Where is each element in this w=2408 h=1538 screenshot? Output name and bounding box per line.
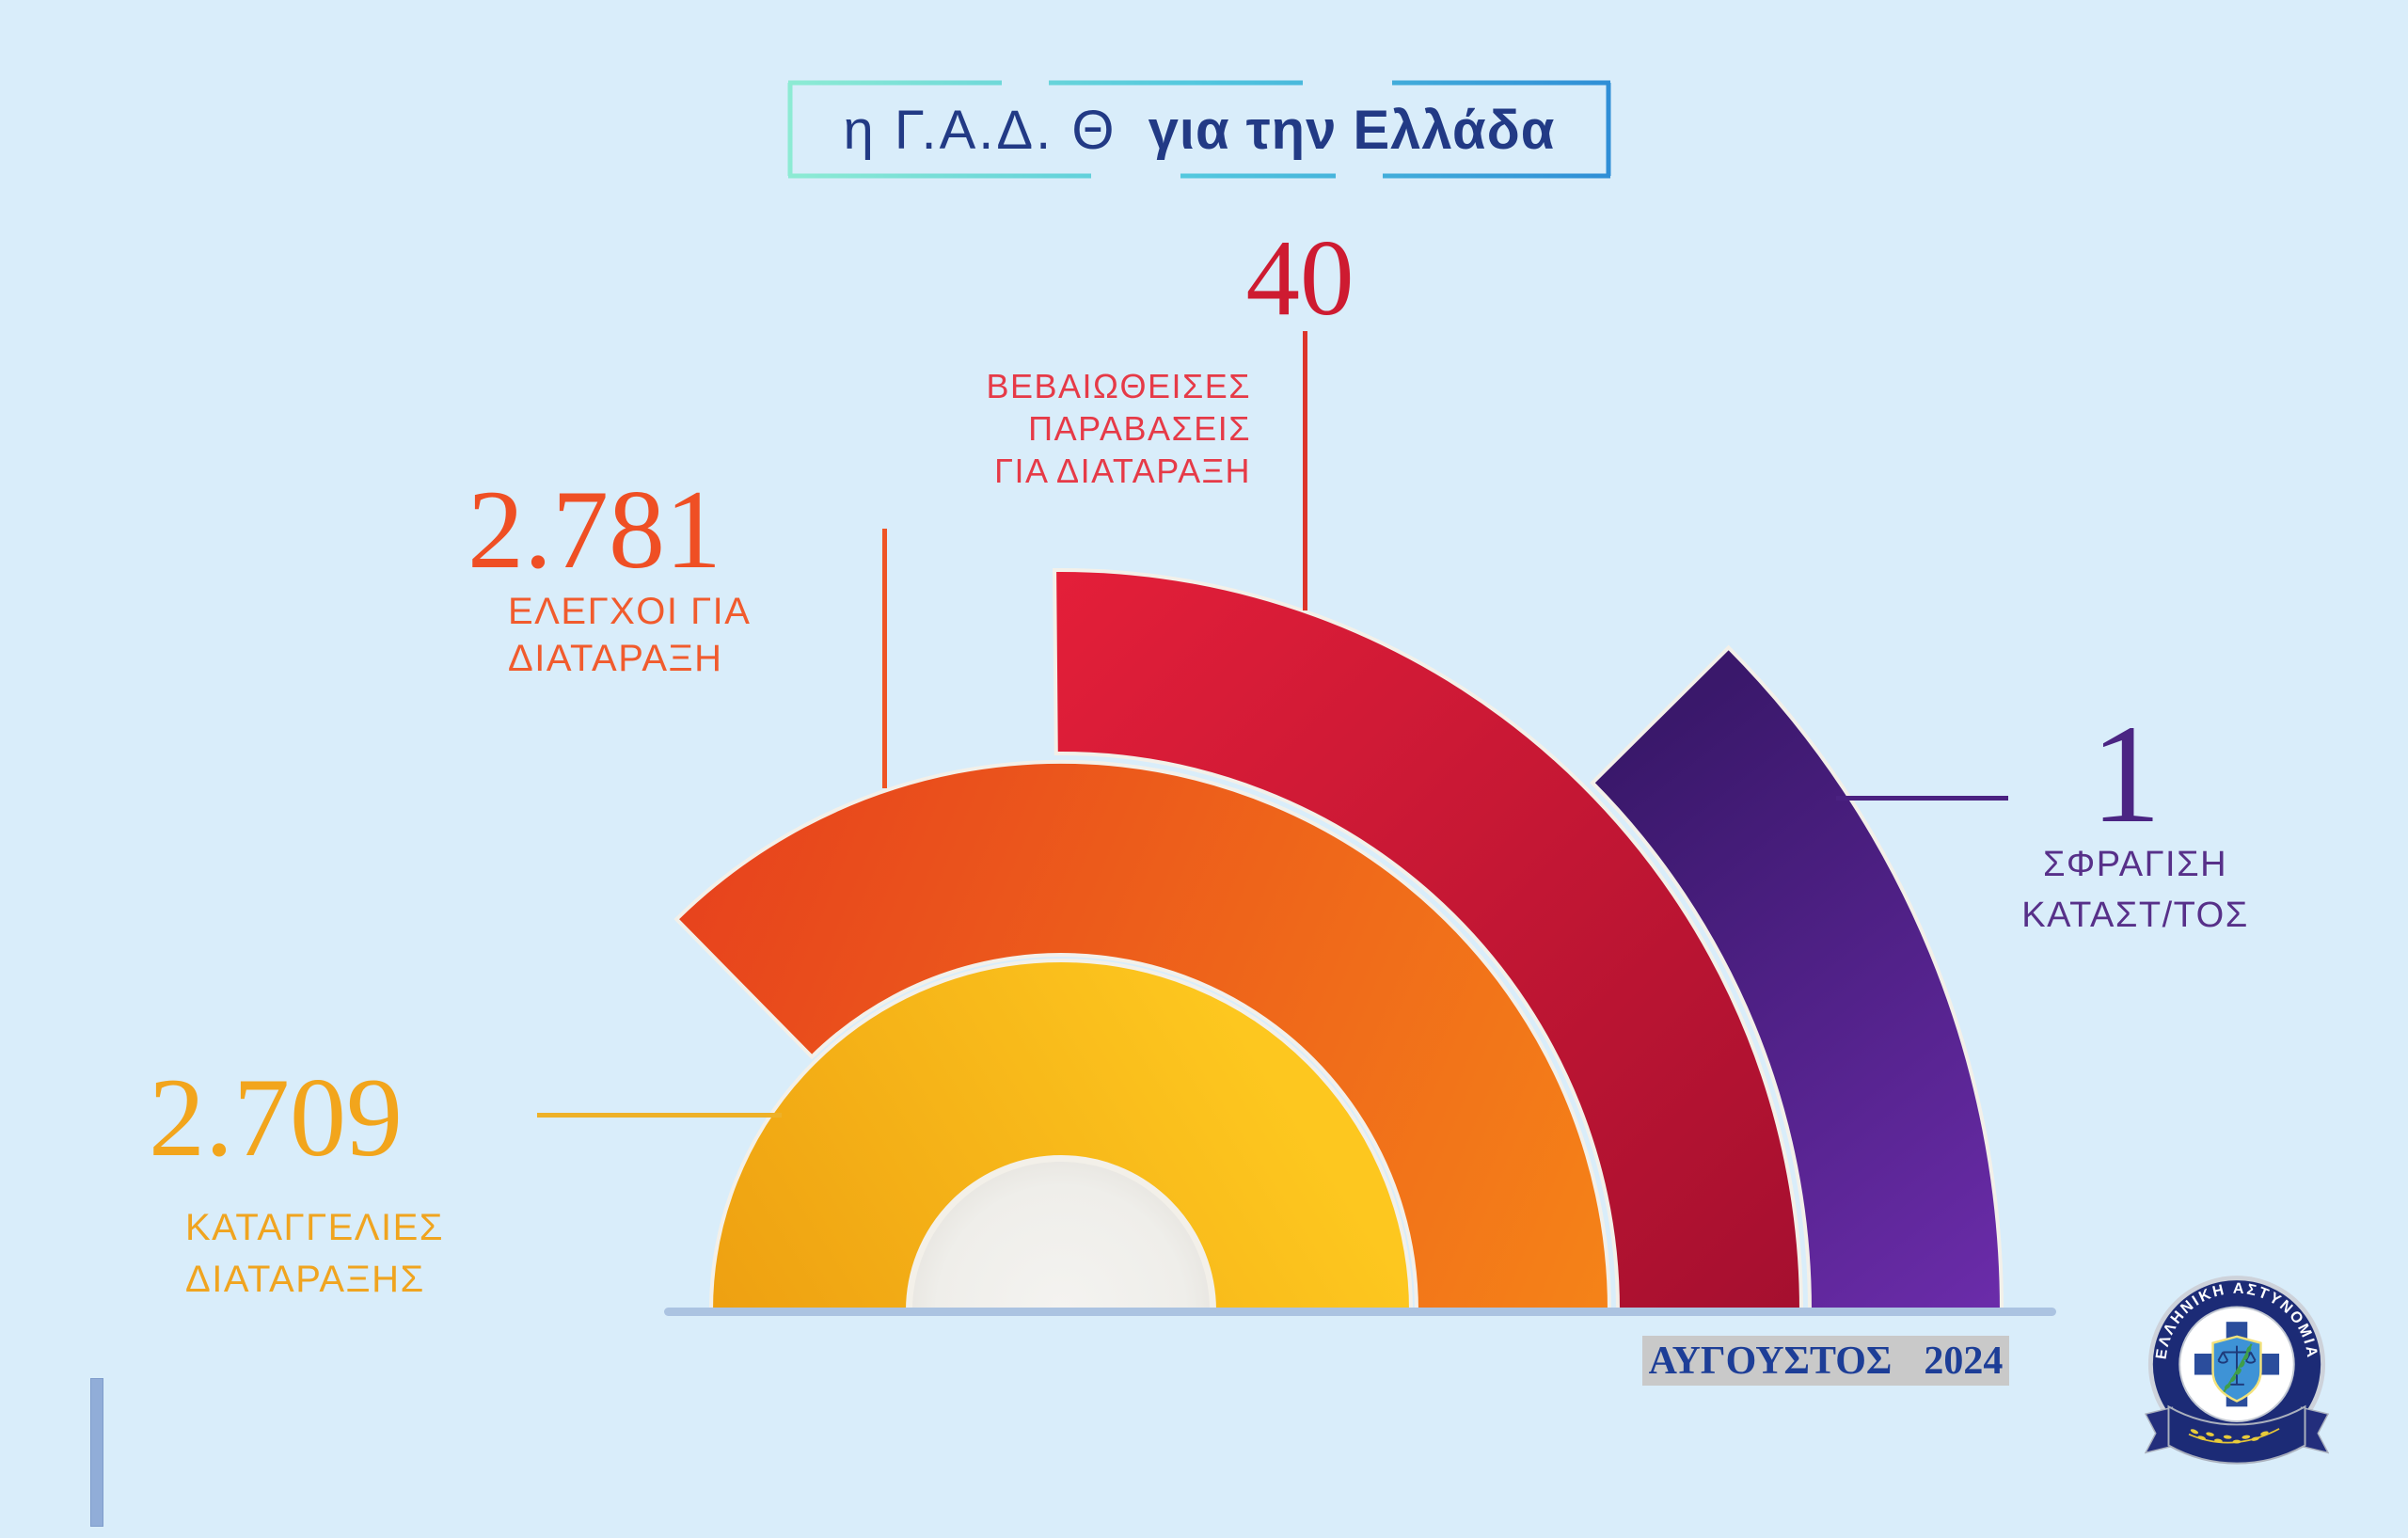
stat-value-checks: 2.781 bbox=[467, 467, 721, 592]
arc-checks bbox=[673, 759, 1612, 1312]
stat-label-line: ΔΙΑΤΑΡΑΞΗ bbox=[508, 638, 723, 679]
leader-line-checks bbox=[882, 529, 887, 788]
title-frame bbox=[787, 80, 1611, 179]
leader-line-complaints bbox=[537, 1113, 782, 1118]
stat-label-line: ΕΛΕΓΧΟΙ ΓΙΑ bbox=[508, 591, 752, 632]
stat-label-line: ΒΕΒΑΙΩΘΕΙΣΕΣ bbox=[986, 367, 1251, 405]
stat-label-line: ΣΦΡΑΓΙΣΗ bbox=[2042, 845, 2228, 884]
olive-branch-icon bbox=[2223, 1343, 2253, 1393]
stat-label-line: ΚΑΤΑΣΤ/ΤΟΣ bbox=[2021, 895, 2249, 935]
stat-label-line: ΔΙΑΤΑΡΑΞΗΣ bbox=[185, 1259, 425, 1301]
logo-ribbon bbox=[2145, 1404, 2329, 1465]
arc-center-hole bbox=[908, 1158, 1214, 1312]
title-agency: η Γ.Α.Δ. Θ bbox=[843, 99, 1117, 161]
period-badge: ΑΥΓΟΥΣΤΟΣ 2024 bbox=[1642, 1336, 2009, 1386]
period-month: ΑΥΓΟΥΣΤΟΣ bbox=[1648, 1339, 1893, 1383]
stat-label-line: ΠΑΡΑΒΑΣΕΙΣ bbox=[1028, 409, 1251, 448]
stat-label-sealing: ΣΦΡΑΓΙΣΗ ΚΑΤΑΣΤ/ΤΟΣ bbox=[1985, 840, 2286, 942]
leader-line-violations bbox=[1303, 331, 1307, 610]
stat-value-violations: 40 bbox=[1245, 218, 1354, 338]
stat-value-complaints: 2.709 bbox=[149, 1054, 403, 1180]
chart-baseline bbox=[664, 1308, 2056, 1316]
title-scope: για την Ελλάδα bbox=[1148, 99, 1556, 161]
stat-value-sealing: 1 bbox=[2090, 696, 2162, 852]
logo-shield-icon bbox=[2211, 1335, 2262, 1403]
leader-line-sealing bbox=[1836, 796, 2008, 801]
left-accent-bar bbox=[90, 1378, 103, 1527]
stat-label-violations: ΒΕΒΑΙΩΘΕΙΣΕΣ ΠΑΡΑΒΑΣΕΙΣ ΓΙΑ ΔΙΑΤΑΡΑΞΗ bbox=[931, 365, 1251, 492]
stat-label-complaints: ΚΑΤΑΓΓΕΛΙΕΣ ΔΙΑΤΑΡΑΞΗΣ bbox=[185, 1202, 444, 1306]
period-year: 2024 bbox=[1924, 1339, 2004, 1383]
stat-label-checks: ΕΛΕΓΧΟΙ ΓΙΑ ΔΙΑΤΑΡΑΞΗ bbox=[508, 588, 751, 682]
laurel-branch-icon bbox=[2188, 1428, 2280, 1444]
stat-label-line: ΓΙΑ ΔΙΑΤΑΡΑΞΗ bbox=[994, 452, 1251, 490]
stat-label-line: ΚΑΤΑΓΓΕΛΙΕΣ bbox=[185, 1207, 445, 1248]
page-title-text: η Γ.Α.Δ. Θ για την Ελλάδα bbox=[844, 99, 1556, 162]
arc-complaints bbox=[708, 959, 1414, 1312]
arc-violations bbox=[1053, 567, 1804, 1312]
hellenic-police-logo: ΕΛΛΗΝΙΚΗ ΑΣΤΥΝΟΜΙΑ bbox=[2145, 1276, 2329, 1465]
page-title: η Γ.Α.Δ. Θ για την Ελλάδα bbox=[788, 83, 1610, 177]
